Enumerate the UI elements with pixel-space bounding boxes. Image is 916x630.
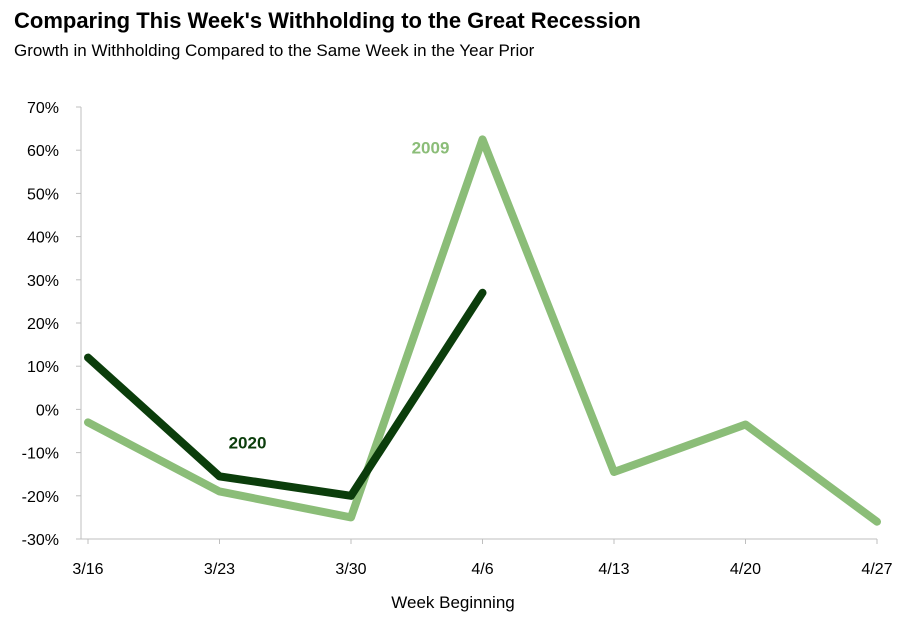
x-tick-label: 4/20 [730, 561, 761, 578]
series-line-2020 [84, 288, 487, 500]
series-label-2020: 2020 [229, 433, 267, 452]
x-tick-label: 3/30 [335, 561, 366, 578]
chart-subtitle: Growth in Withholding Compared to the Sa… [14, 41, 535, 60]
y-tick-label: -30% [22, 532, 59, 549]
y-tick-label: 40% [27, 230, 59, 247]
y-tick-label: 60% [27, 143, 59, 160]
y-tick-label: 70% [27, 100, 59, 117]
y-tick-label: 20% [27, 316, 59, 333]
x-tick-label: 3/16 [72, 561, 103, 578]
y-tick-label: 50% [27, 186, 59, 203]
chart-series [84, 135, 881, 526]
chart-axes: -30% -20% -10% 0% 10% 20% 30% 40% 50% 60% 70% 3/16 3… [22, 100, 893, 578]
y-tick-label: 0% [36, 402, 59, 419]
y-tick-label: 30% [27, 273, 59, 290]
y-tick-label: -10% [22, 446, 59, 463]
x-axis-label: Week Beginning [391, 593, 515, 612]
y-tick-label: 10% [27, 359, 59, 376]
chart-series-labels: 2009 2020 [229, 138, 450, 452]
x-tick-label: 3/23 [204, 561, 235, 578]
series-label-2009: 2009 [412, 138, 450, 157]
chart-title: Comparing This Week's Withholding to the… [14, 8, 641, 33]
x-tick-label: 4/6 [471, 561, 493, 578]
x-tick-label: 4/27 [861, 561, 892, 578]
y-tick-label: -20% [22, 489, 59, 506]
x-tick-label: 4/13 [598, 561, 629, 578]
